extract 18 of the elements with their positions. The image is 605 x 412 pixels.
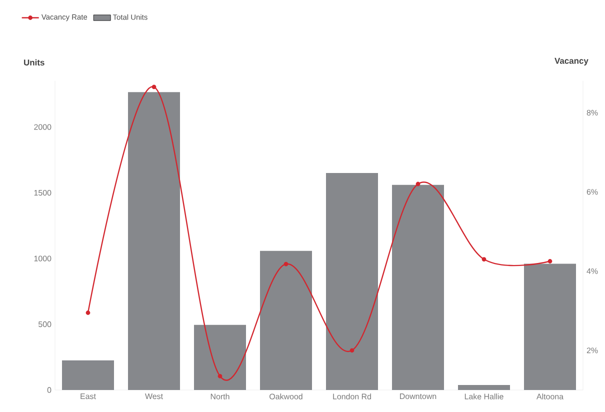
bar — [260, 250, 312, 390]
point — [284, 262, 288, 266]
point — [548, 259, 552, 264]
point — [86, 310, 90, 315]
bar — [128, 92, 180, 390]
bar — [326, 173, 378, 390]
point — [482, 257, 486, 262]
point — [218, 374, 222, 378]
bar — [62, 360, 114, 390]
point — [350, 348, 354, 353]
bar — [524, 264, 576, 390]
point — [416, 182, 420, 186]
bar — [458, 385, 510, 390]
bar — [194, 324, 246, 390]
y-axis-title: Units — [24, 59, 44, 66]
point — [152, 84, 156, 90]
bar — [392, 184, 444, 390]
y2-axis-title: Vacancy — [554, 58, 588, 66]
